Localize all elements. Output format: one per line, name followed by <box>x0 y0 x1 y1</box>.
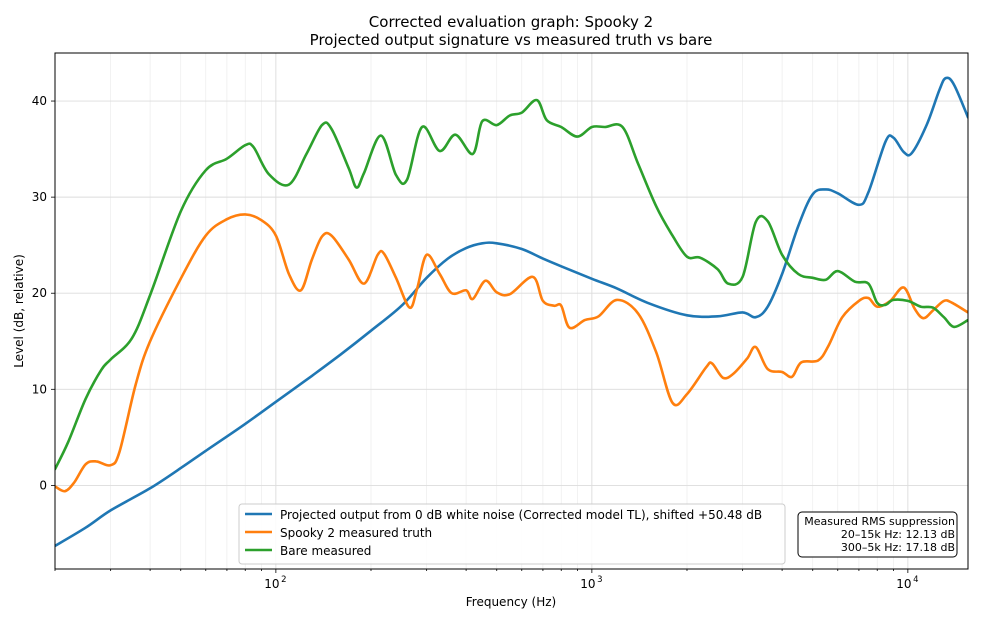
y-tick-label: 20 <box>32 286 47 300</box>
plot-frame <box>54 52 969 570</box>
x-axis-label: Frequency (Hz) <box>466 595 557 609</box>
x-tick-label: 10 <box>264 577 279 591</box>
y-tick-label: 30 <box>32 190 47 204</box>
y-tick-label: 0 <box>39 478 47 492</box>
x-tick-label-exponent: 2 <box>281 575 286 585</box>
annotation-box <box>797 511 958 558</box>
legend-label-projected: Projected output from 0 dB white noise (… <box>280 508 762 522</box>
legend: Projected output from 0 dB white noise (… <box>238 503 786 565</box>
annotation-line-2: 300–5k Hz: 17.18 dB <box>841 541 955 554</box>
y-tick-label: 10 <box>32 382 47 396</box>
annotation-title: Measured RMS suppression <box>804 515 955 528</box>
series-line-projected <box>55 76 968 548</box>
legend-label-bare: Bare measured <box>280 544 371 558</box>
y-axis-label: Level (dB, relative) <box>12 254 26 368</box>
series-line-bare <box>55 98 968 471</box>
rms-annotation: Measured RMS suppression 20–15k Hz: 12.1… <box>797 511 958 558</box>
series-line-spooky <box>55 213 968 493</box>
legend-box <box>238 503 786 565</box>
legend-label-spooky: Spooky 2 measured truth <box>280 526 432 540</box>
grid <box>54 53 968 569</box>
x-tick-label-exponent: 4 <box>913 575 918 585</box>
series-lines <box>55 76 968 548</box>
chart-title: Corrected evaluation graph: Spooky 2 <box>369 13 653 31</box>
chart-subtitle: Projected output signature vs measured t… <box>310 31 713 49</box>
x-tick-label: 10 <box>896 577 911 591</box>
x-tick-label-exponent: 3 <box>597 575 602 585</box>
x-tick-label: 10 <box>580 577 595 591</box>
annotation-line-1: 20–15k Hz: 12.13 dB <box>841 528 955 541</box>
y-tick-label: 40 <box>32 94 47 108</box>
